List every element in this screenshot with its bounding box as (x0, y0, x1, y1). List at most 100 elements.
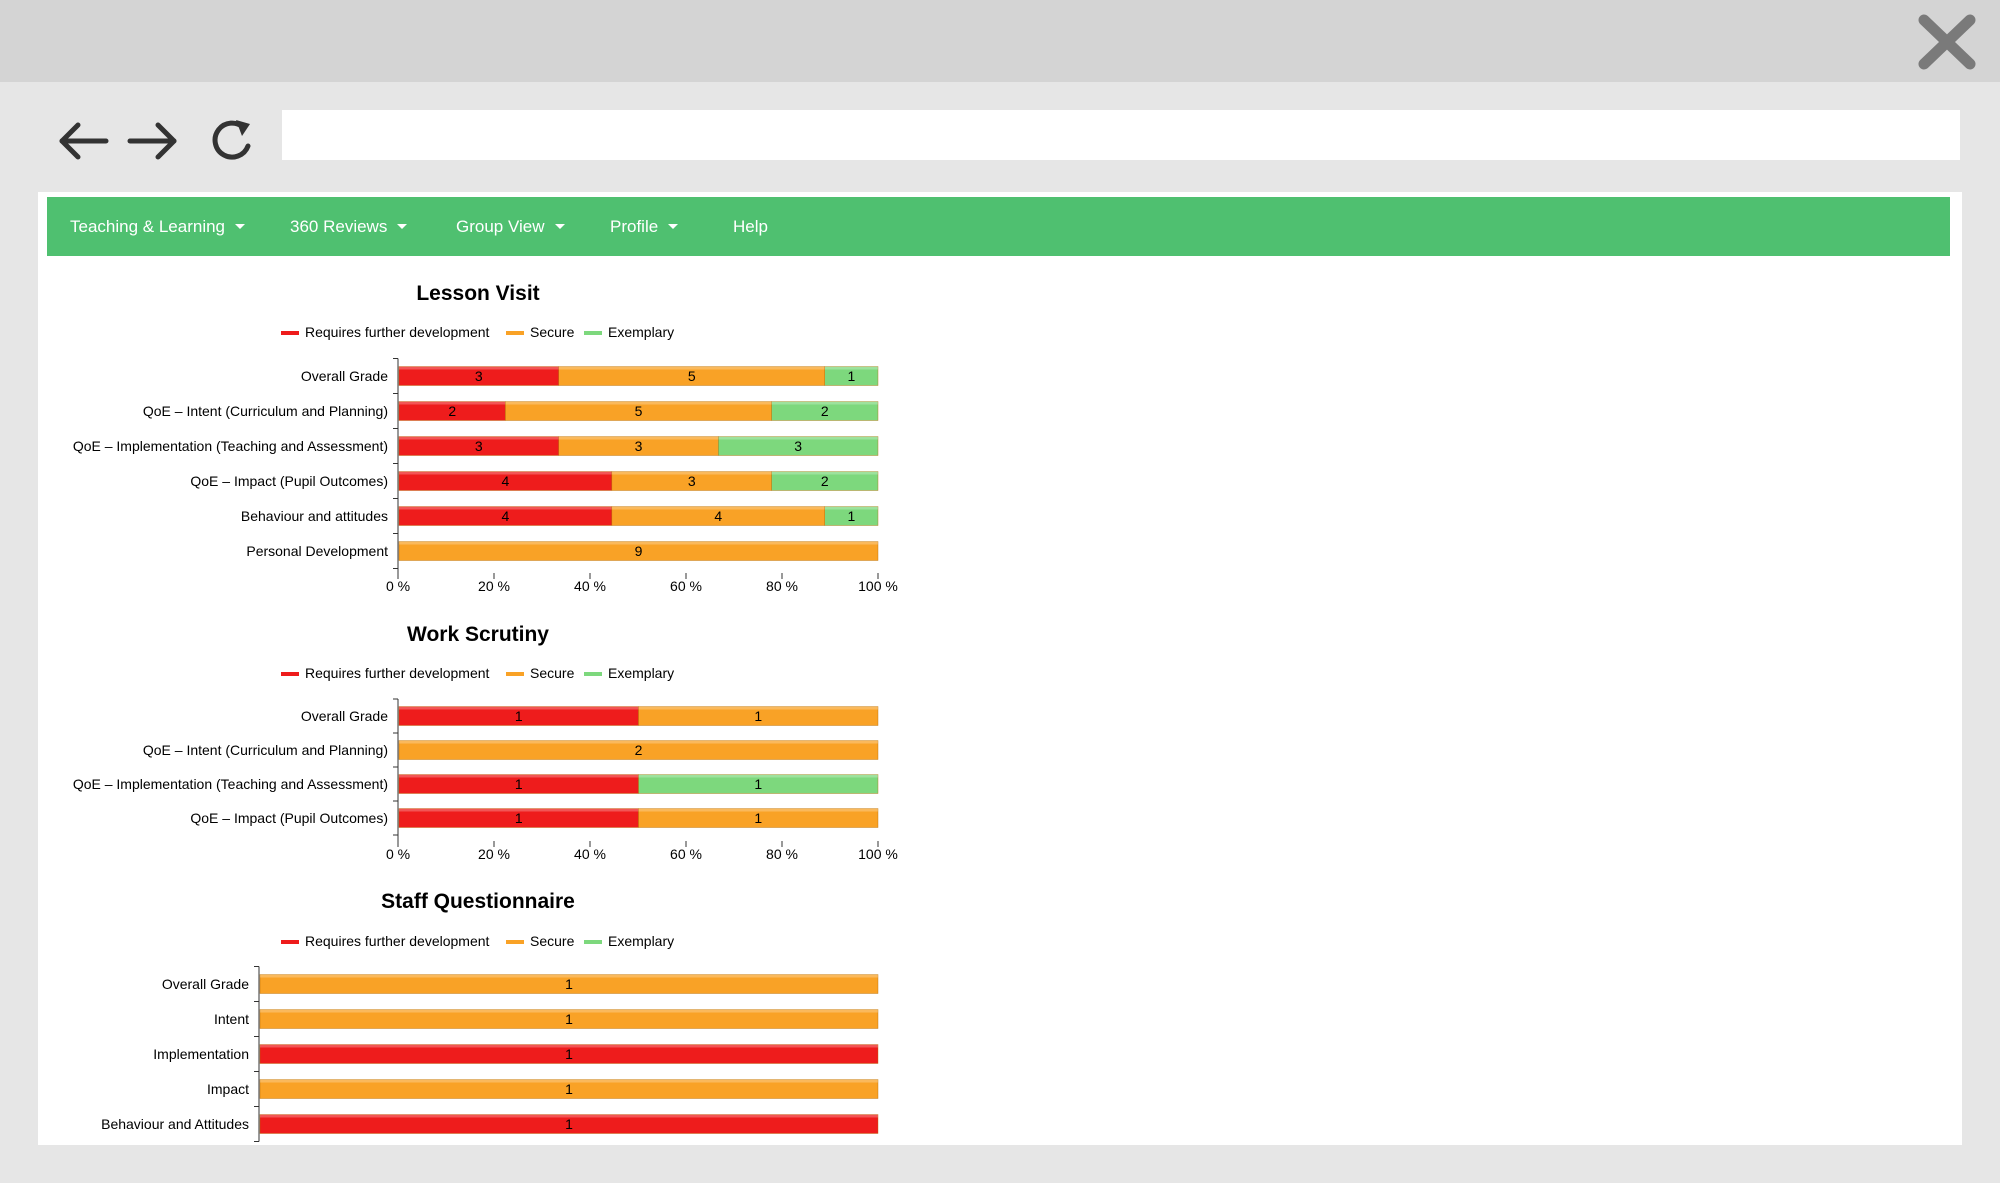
legend-label: Secure (530, 933, 575, 949)
category-label: Implementation (153, 1046, 249, 1062)
legend-swatch (281, 940, 299, 944)
bar-segment (398, 740, 879, 760)
x-tick-label: 100 % (858, 846, 898, 862)
bar-segment-highlight (638, 774, 878, 778)
data-label: 1 (565, 976, 573, 992)
menu-profile[interactable]: Profile (610, 197, 679, 256)
category-label: QoE – Implementation (Teaching and Asses… (73, 438, 388, 454)
bar-segment (638, 774, 879, 794)
x-tick-label: 20 % (478, 846, 510, 862)
category-label: Overall Grade (301, 368, 388, 384)
bar-segment-highlight (771, 471, 878, 475)
menu-help-label: Help (733, 217, 768, 236)
legend-label: Secure (530, 324, 575, 340)
data-label: 3 (688, 473, 696, 489)
bar-segment-highlight (505, 401, 772, 405)
caret-down-icon (235, 224, 246, 229)
legend-swatch (281, 672, 299, 676)
data-label: 5 (688, 368, 696, 384)
legend-label: Exemplary (608, 933, 674, 949)
category-label: QoE – Intent (Curriculum and Planning) (143, 742, 388, 758)
data-label: 1 (565, 1116, 573, 1132)
menu-group-view[interactable]: Group View (456, 197, 565, 256)
category-label: QoE – Intent (Curriculum and Planning) (143, 403, 388, 419)
bar-segment-highlight (771, 401, 878, 405)
legend-swatch (584, 672, 602, 676)
data-label: 1 (754, 708, 762, 724)
charts-area: Lesson Visit Requires further development… (73, 282, 898, 1142)
bar-segment-highlight (260, 1044, 878, 1048)
legend-item: Secure (506, 665, 575, 681)
bar-segment (718, 436, 879, 456)
bar-segment-highlight (611, 506, 825, 510)
legend-swatch (506, 331, 524, 335)
address-bar[interactable] (282, 110, 1960, 160)
bar-segment (771, 471, 879, 491)
data-label: 1 (754, 810, 762, 826)
data-label: 4 (502, 473, 510, 489)
bar-segment (824, 366, 879, 386)
data-label: 2 (821, 473, 829, 489)
menu-teaching-learning[interactable]: Teaching & Learning (70, 197, 246, 256)
menu-teaching-learning-label: Teaching & Learning (70, 217, 226, 236)
legend-swatch (506, 940, 524, 944)
page-viewport: Teaching & Learning 360 Reviews Group Vi… (38, 192, 1962, 1145)
x-tick-label: 80 % (766, 578, 798, 594)
x-tick-label: 100 % (858, 578, 898, 594)
category-label: QoE – Implementation (Teaching and Asses… (73, 776, 388, 792)
bar-segment-highlight (260, 1079, 878, 1083)
menu-help[interactable]: Help (733, 197, 768, 256)
bar-segment-highlight (638, 706, 878, 710)
x-tick-label: 80 % (766, 846, 798, 862)
legend-swatch (584, 331, 602, 335)
caret-down-icon (397, 224, 408, 229)
data-label: 1 (565, 1046, 573, 1062)
data-label: 1 (754, 776, 762, 792)
caret-down-icon (554, 224, 565, 229)
bar-segment (638, 808, 879, 828)
bar-segment-highlight (399, 706, 639, 710)
legend-item: Requires further development (281, 933, 490, 949)
data-label: 1 (515, 810, 523, 826)
legend-label: Requires further development (305, 665, 490, 681)
close-icon[interactable] (1914, 12, 1980, 72)
bar-segment (638, 706, 879, 726)
data-label: 5 (635, 403, 643, 419)
x-tick-label: 0 % (386, 578, 410, 594)
bar-segment-highlight (558, 436, 719, 440)
category-label: Overall Grade (162, 976, 249, 992)
category-label: Behaviour and attitudes (241, 508, 388, 524)
menu-profile-label: Profile (610, 217, 659, 236)
bar-segment (259, 1114, 879, 1134)
x-tick-label: 60 % (670, 846, 702, 862)
bar-segment (259, 1009, 879, 1029)
bar-segment-highlight (399, 436, 559, 440)
browser-bottom-frame (0, 1145, 2000, 1183)
arrow-right-icon[interactable] (124, 120, 180, 162)
data-label: 1 (565, 1081, 573, 1097)
bar-segment-highlight (260, 1009, 878, 1013)
bar-segment-highlight (399, 471, 612, 475)
data-label: 1 (847, 368, 855, 384)
arrow-left-icon[interactable] (56, 120, 112, 162)
chart-2: Staff Questionnaire Requires further deve… (101, 890, 879, 1142)
bar-segment (824, 506, 879, 526)
menu-360-reviews[interactable]: 360 Reviews (290, 197, 408, 256)
bar-segment (771, 401, 879, 421)
legend-label: Requires further development (305, 933, 490, 949)
category-label: QoE – Impact (Pupil Outcomes) (190, 810, 388, 826)
bar-segment-highlight (399, 774, 639, 778)
x-tick-label: 0 % (386, 846, 410, 862)
legend-label: Requires further development (305, 324, 490, 340)
chart-0: Lesson Visit Requires further development… (73, 282, 898, 594)
x-tick-label: 20 % (478, 578, 510, 594)
data-label: 2 (821, 403, 829, 419)
legend-item: Requires further development (281, 324, 490, 340)
bar-segment-highlight (399, 401, 506, 405)
bar-segment (398, 541, 879, 561)
chart-title: Staff Questionnaire (381, 890, 575, 913)
data-label: 1 (565, 1011, 573, 1027)
data-label: 3 (794, 438, 802, 454)
reload-icon[interactable] (206, 116, 256, 166)
legend-item: Exemplary (584, 665, 674, 681)
